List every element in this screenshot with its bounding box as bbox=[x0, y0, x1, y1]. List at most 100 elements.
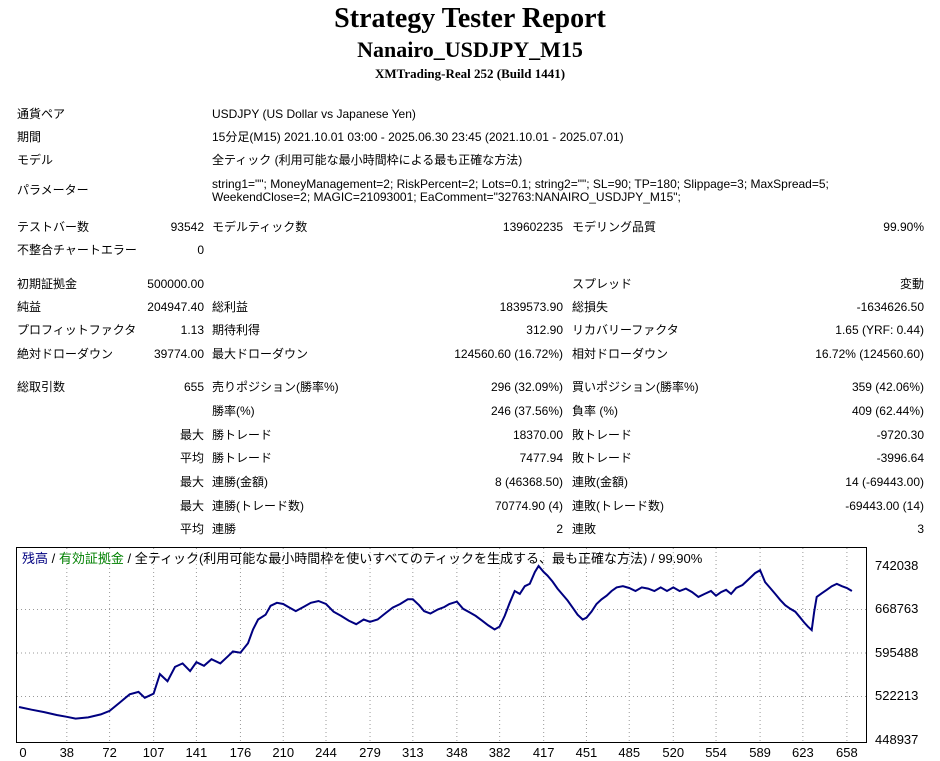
x-tick-label: 72 bbox=[102, 745, 117, 760]
x-tick-label: 210 bbox=[272, 745, 295, 760]
largest-loss-value: -9720.30 bbox=[876, 428, 924, 442]
rel-drawdown-label: 相対ドローダウン bbox=[572, 347, 669, 361]
balance-chart-svg bbox=[17, 548, 866, 742]
profit-factor-label: プロフィットファクタ bbox=[17, 323, 137, 337]
params-line-2: WeekendClose=2; MAGIC=21093001; EaCommen… bbox=[212, 190, 681, 204]
x-tick-label: 417 bbox=[532, 745, 555, 760]
bars-label: テストバー数 bbox=[17, 220, 90, 234]
avg-win-value: 7477.94 bbox=[519, 451, 563, 465]
short-positions-label: 売りポジション(勝率%) bbox=[212, 380, 339, 394]
total-trades-value: 655 bbox=[183, 380, 204, 394]
x-tick-label: 0 bbox=[19, 745, 27, 760]
y-tick-label: 448937 bbox=[875, 732, 919, 747]
avg-cons-loss-label: 連敗 bbox=[572, 522, 597, 536]
max-cons-amt-label: 最大 bbox=[179, 475, 204, 489]
cons-loss-amount-label: 連敗(金額) bbox=[572, 475, 628, 489]
x-tick-label: 623 bbox=[792, 745, 814, 760]
avg-win-label: 勝トレード bbox=[212, 451, 273, 465]
profit-factor-value: 1.13 bbox=[180, 323, 204, 337]
deposit-value: 500000.00 bbox=[147, 277, 204, 291]
expected-payoff-value: 312.90 bbox=[526, 323, 563, 337]
balance-chart bbox=[16, 547, 867, 743]
loss-rate-label: 負率 (%) bbox=[572, 404, 618, 418]
net-profit-value: 204947.40 bbox=[147, 300, 204, 314]
gross-profit-value: 1839573.90 bbox=[499, 300, 563, 314]
x-tick-label: 554 bbox=[705, 745, 727, 760]
avg-cons-label: 平均 bbox=[179, 522, 204, 536]
recovery-factor-label: リカバリーファクタ bbox=[572, 323, 679, 337]
spread-label: スプレッド bbox=[572, 277, 633, 291]
server-info: XMTrading-Real 252 (Build 1441) bbox=[374, 66, 566, 81]
avg-cons-win-label: 連勝 bbox=[212, 522, 237, 536]
avg-loss-label: 敗トレード bbox=[572, 451, 633, 465]
y-tick-label: 742038 bbox=[875, 558, 919, 573]
period-label: 期間 bbox=[17, 130, 42, 144]
symbol-label: 通貨ペア bbox=[17, 107, 66, 121]
legend-equity: 有効証拠金 bbox=[58, 551, 124, 566]
params-line-1: string1=""; MoneyManagement=2; RiskPerce… bbox=[212, 177, 829, 191]
bars-value: 93542 bbox=[170, 220, 204, 234]
ticks-label: モデルティック数 bbox=[212, 220, 308, 234]
x-tick-label: 38 bbox=[59, 745, 75, 760]
x-tick-label: 107 bbox=[142, 745, 165, 760]
x-tick-label: 176 bbox=[229, 745, 252, 760]
x-tick-label: 279 bbox=[359, 745, 381, 760]
x-tick-label: 348 bbox=[445, 745, 468, 760]
cons-loss-amount-value: 14 (-69443.00) bbox=[845, 475, 924, 489]
cons-win-count-label: 連勝(トレード数) bbox=[212, 499, 304, 513]
model-label: モデル bbox=[17, 153, 54, 167]
period-value: 15分足(M15) 2021.10.01 03:00 - 2025.06.30 … bbox=[212, 130, 624, 144]
ticks-value: 139602235 bbox=[502, 220, 563, 234]
y-tick-label: 595488 bbox=[875, 644, 919, 660]
largest-win-label: 勝トレード bbox=[212, 428, 273, 442]
max-cons-cnt-label: 最大 bbox=[179, 499, 204, 513]
report-title: Strategy Tester Report bbox=[334, 3, 606, 34]
win-rate-label: 勝率(%) bbox=[212, 404, 255, 418]
params-label: パラメーター bbox=[17, 183, 89, 197]
x-tick-label: 141 bbox=[185, 745, 208, 760]
largest-loss-label: 敗トレード bbox=[572, 428, 633, 442]
legend-separator: / bbox=[123, 551, 135, 566]
average-label: 平均 bbox=[179, 451, 204, 465]
model-value: 全ティック (利用可能な最小時間枠による最も正確な方法) bbox=[212, 153, 523, 167]
largest-label: 最大 bbox=[179, 428, 204, 442]
x-tick-label: 313 bbox=[401, 745, 424, 760]
legend-balance: 残高 bbox=[22, 551, 49, 566]
gross-loss-label: 総損失 bbox=[572, 300, 609, 314]
long-positions-value: 359 (42.06%) bbox=[851, 380, 924, 394]
largest-win-value: 18370.00 bbox=[512, 428, 563, 442]
x-tick-label: 658 bbox=[836, 745, 858, 760]
avg-cons-loss-value: 3 bbox=[917, 522, 924, 536]
x-tick-label: 485 bbox=[618, 745, 641, 760]
short-positions-value: 296 (32.09%) bbox=[490, 380, 563, 394]
x-tick-label: 520 bbox=[662, 745, 685, 760]
win-rate-value: 246 (37.56%) bbox=[490, 404, 563, 418]
abs-drawdown-value: 39774.00 bbox=[153, 347, 204, 361]
symbol-value: USDJPY (US Dollar vs Japanese Yen) bbox=[212, 107, 416, 121]
quality-value: 99.90% bbox=[883, 220, 924, 234]
net-profit-label: 純益 bbox=[17, 300, 42, 314]
x-tick-label: 451 bbox=[575, 745, 598, 760]
balance-series-line bbox=[18, 564, 853, 720]
y-tick-label: 668763 bbox=[875, 601, 919, 617]
avg-cons-win-value: 2 bbox=[556, 522, 563, 536]
legend-separator: / bbox=[48, 551, 59, 566]
mismatch-label: 不整合チャートエラー bbox=[17, 243, 137, 257]
legend-model: 全ティック(利用可能な最小時間枠を使いすべてのティックを生成する、最も正確な方法… bbox=[134, 551, 703, 566]
cons-loss-count-label: 連敗(トレード数) bbox=[572, 499, 664, 513]
cons-win-count-value: 70774.90 (4) bbox=[494, 499, 563, 513]
loss-rate-value: 409 (62.44%) bbox=[851, 404, 924, 418]
spread-value: 変動 bbox=[899, 277, 924, 291]
abs-drawdown-label: 絶対ドローダウン bbox=[17, 347, 114, 361]
quality-label: モデリング品質 bbox=[572, 220, 657, 234]
x-tick-label: 589 bbox=[749, 745, 771, 760]
gross-loss-value: -1634626.50 bbox=[856, 300, 924, 314]
report-subtitle: Nanairo_USDJPY_M15 bbox=[357, 37, 583, 62]
expected-payoff-label: 期待利得 bbox=[212, 323, 261, 337]
chart-legend: 残高 / 有効証拠金 / 全ティック(利用可能な最小時間枠を使いすべてのティック… bbox=[22, 551, 702, 567]
recovery-factor-value: 1.65 (YRF: 0.44) bbox=[835, 323, 924, 337]
avg-loss-value: -3996.64 bbox=[876, 451, 924, 465]
cons-win-amount-label: 連勝(金額) bbox=[212, 475, 268, 489]
deposit-label: 初期証拠金 bbox=[17, 277, 78, 291]
max-drawdown-value: 124560.60 (16.72%) bbox=[454, 347, 563, 361]
